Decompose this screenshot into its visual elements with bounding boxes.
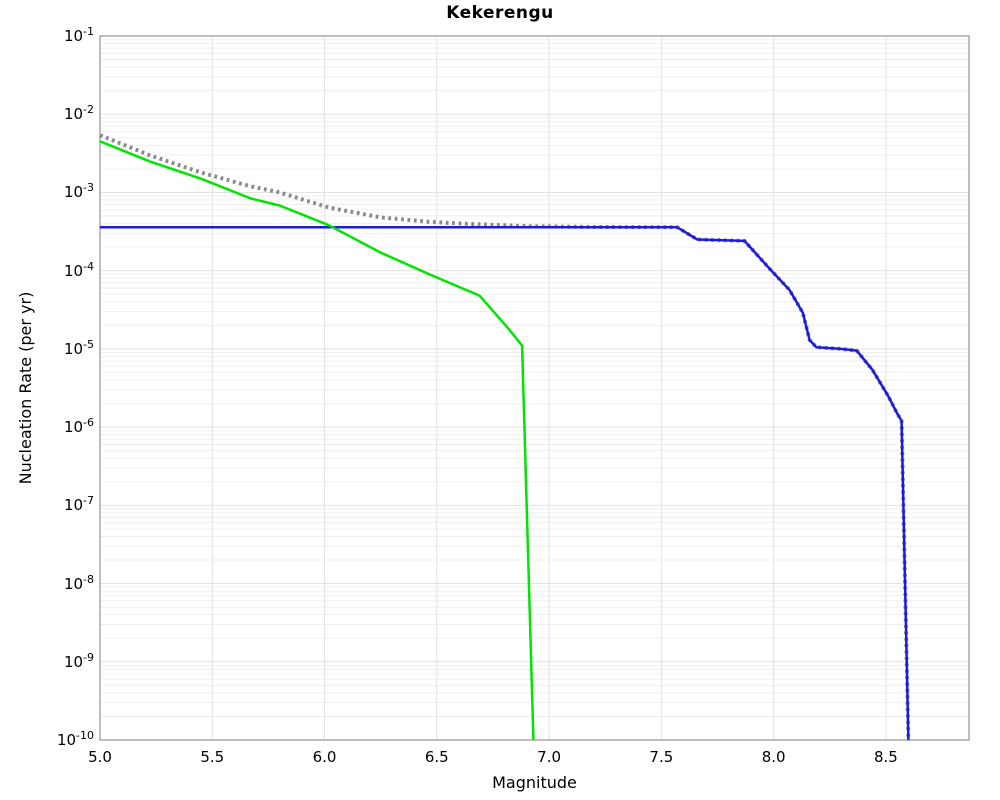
y-tick-label: 10-6	[63, 416, 94, 437]
y-tick-label: 10-2	[63, 103, 94, 124]
y-tick-label: 10-10	[56, 729, 94, 749]
x-tick-label: 5.0	[88, 748, 112, 766]
x-tick-label: 6.0	[312, 748, 337, 766]
plot-frame	[99, 35, 970, 741]
x-tick-label: 7.5	[649, 748, 674, 766]
series-green-solid-rate	[99, 140, 535, 741]
series-gray-dotted-rate	[99, 133, 911, 741]
gridlines-minor	[100, 39, 969, 717]
gridlines-major	[99, 35, 969, 741]
y-tick-label: 10-9	[63, 650, 94, 671]
x-tick-label: 7.0	[537, 748, 562, 766]
chart-title: Kekerengu	[446, 3, 554, 23]
x-tick-label: 8.5	[873, 748, 898, 766]
x-tick-label: 6.5	[424, 748, 449, 766]
y-tick-label: 10-4	[63, 259, 94, 280]
x-tick-label: 8.0	[761, 748, 786, 766]
y-tick-label: 10-1	[63, 25, 94, 45]
y-tick-label: 10-7	[63, 494, 94, 515]
y-tick-label: 10-5	[63, 337, 94, 358]
y-tick-label: 10-3	[63, 181, 94, 202]
y-tick-label: 10-8	[63, 572, 94, 593]
x-axis-label: Magnitude	[492, 773, 577, 792]
series-blue-solid-rate	[100, 225, 910, 741]
x-tick-label: 5.5	[200, 748, 225, 766]
